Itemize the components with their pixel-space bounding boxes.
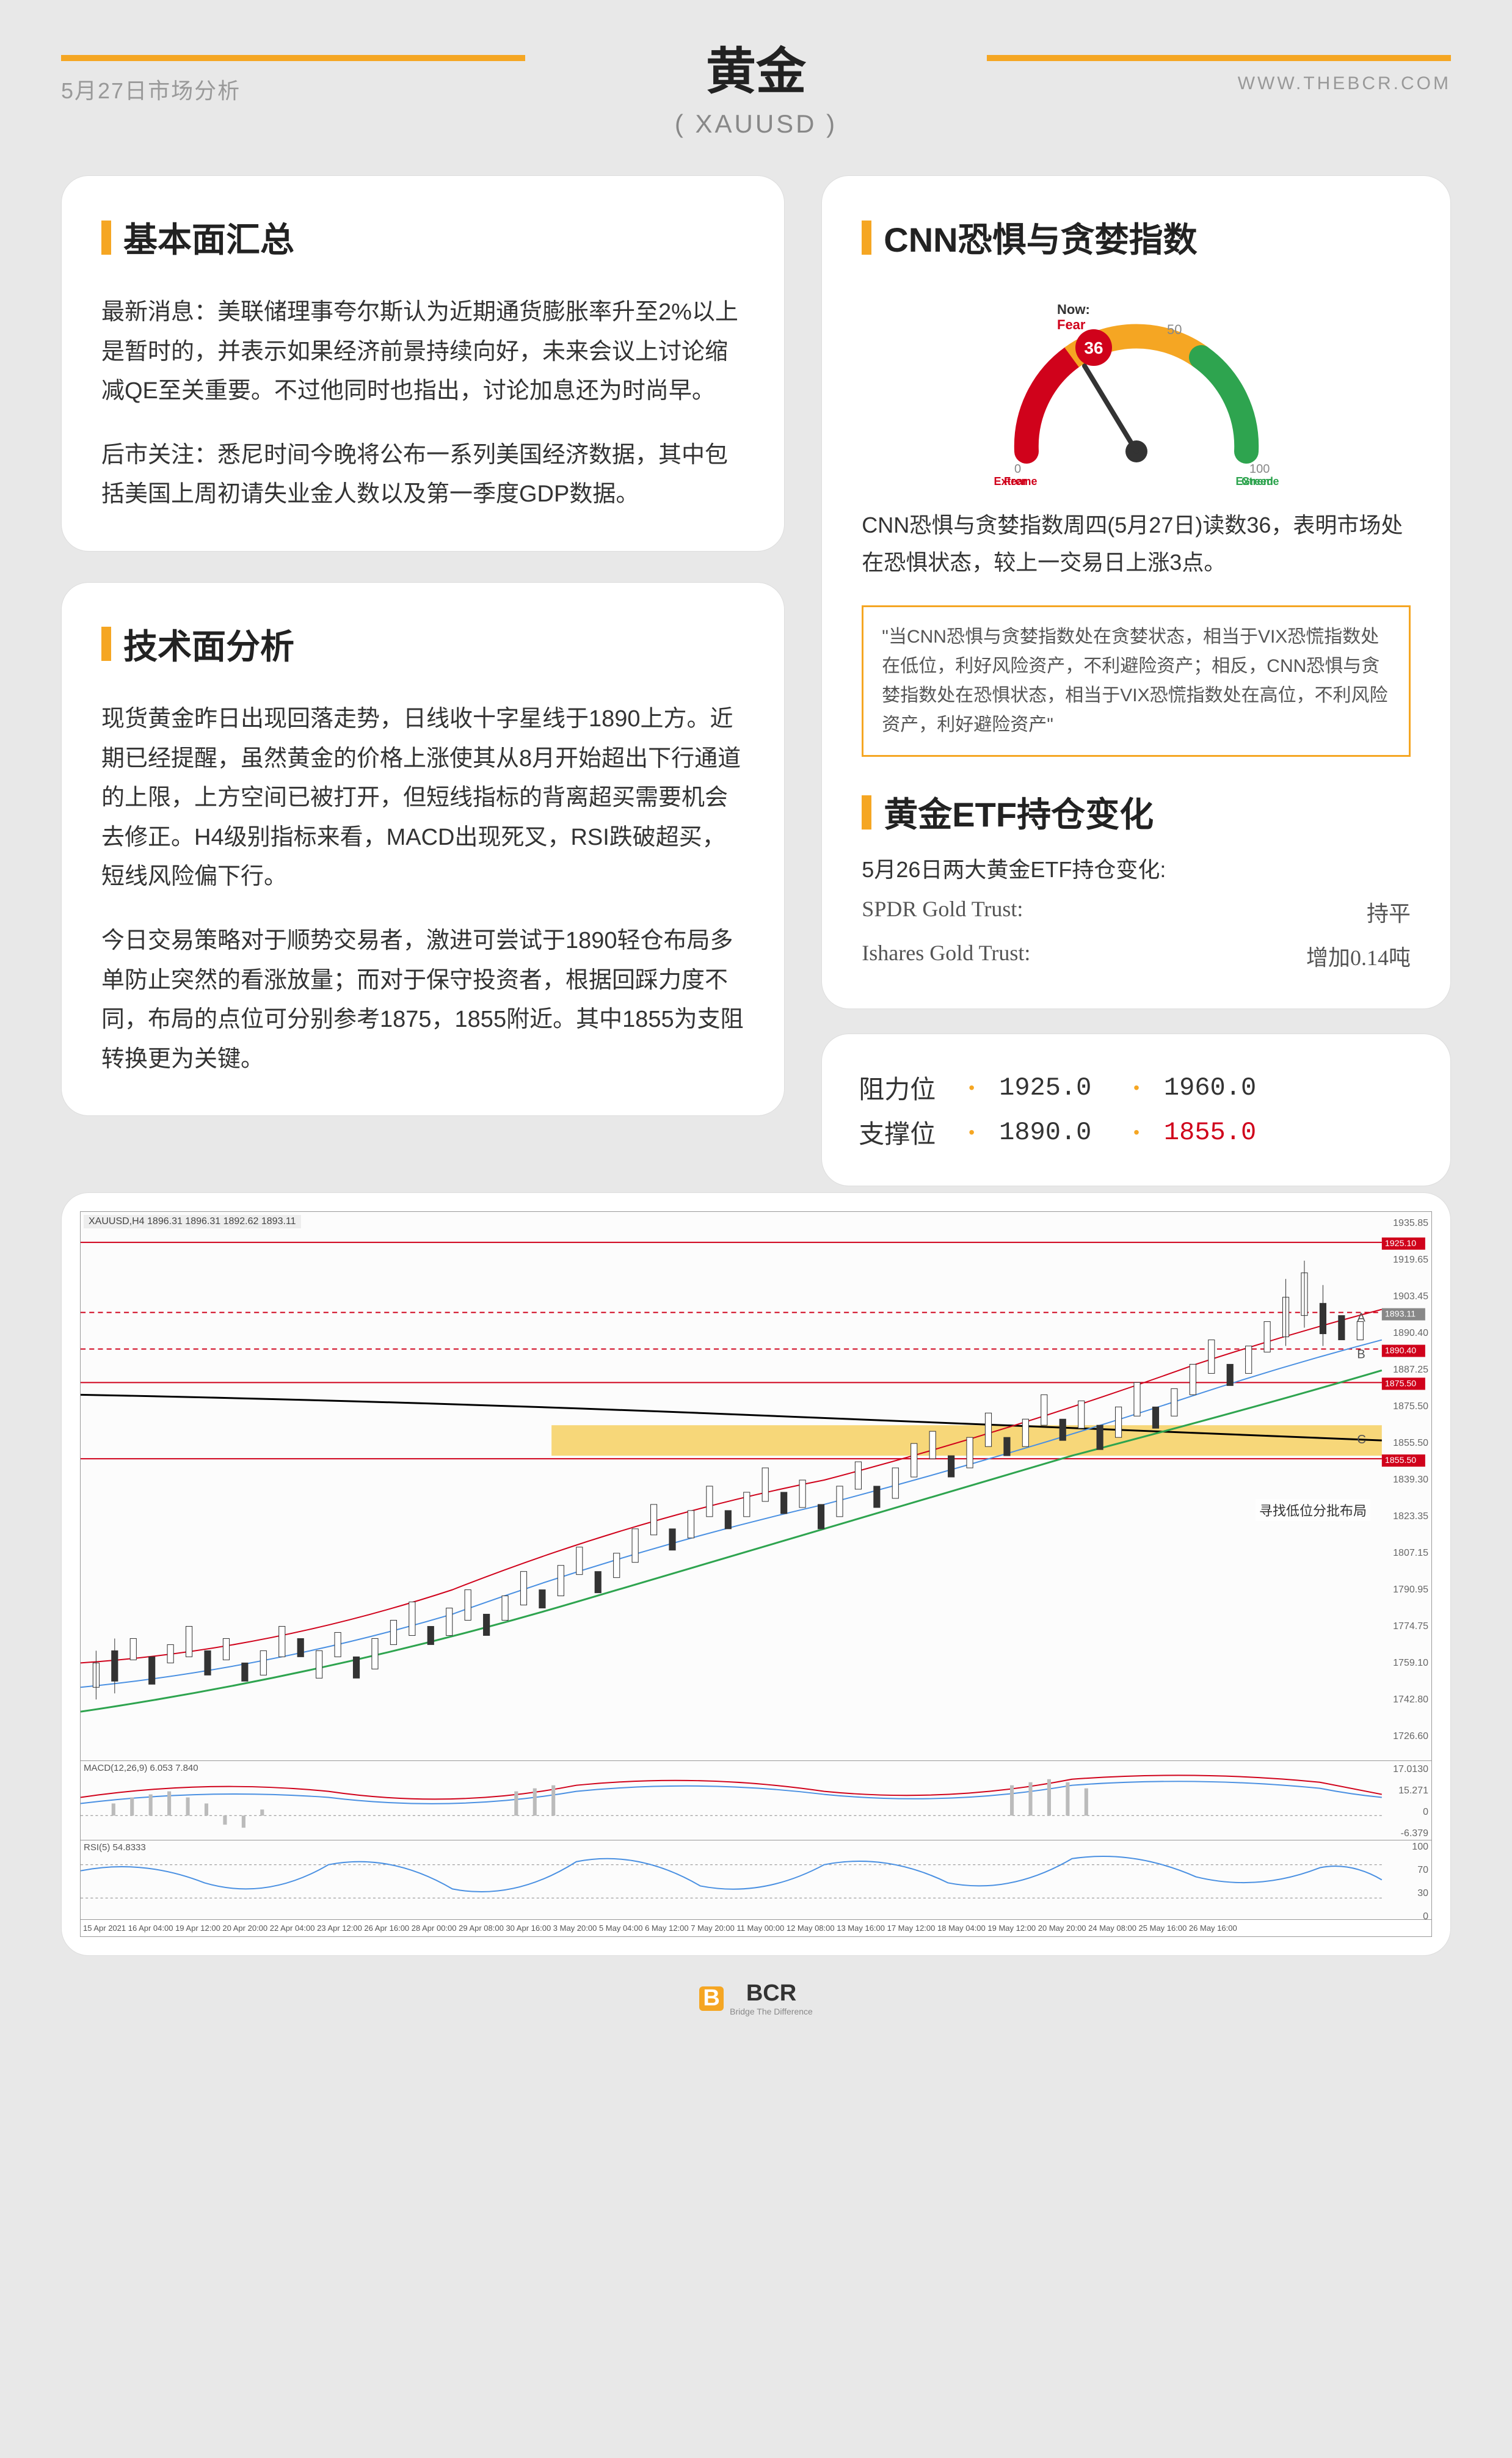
etf-title: 黄金ETF持仓变化	[862, 787, 1411, 837]
svg-text:1890.40: 1890.40	[1385, 1346, 1416, 1355]
svg-text:50: 50	[1167, 322, 1182, 337]
macd-tick: -6.379	[1401, 1828, 1428, 1839]
svg-text:A: A	[1357, 1311, 1365, 1325]
svg-text:1893.11: 1893.11	[1385, 1309, 1416, 1319]
cnn-card: CNN恐惧与贪婪指数 36 Now: Fear 50 0 100 Extreme	[821, 175, 1451, 1009]
footer-tagline: Bridge The Difference	[730, 2007, 813, 2016]
resistance-2: 1960.0	[1164, 1073, 1274, 1103]
macd-tick: 15.271	[1398, 1785, 1428, 1796]
header-url: WWW.THEBCR.COM	[1238, 73, 1451, 94]
macd-tick: 0	[1423, 1807, 1428, 1818]
cnn-title: CNN恐惧与贪婪指数	[862, 213, 1411, 262]
header-rule-right	[987, 55, 1451, 61]
etf-row: Ishares Gold Trust: 增加0.14吨	[862, 940, 1411, 972]
etf-title-text: 黄金ETF持仓变化	[884, 787, 1154, 837]
footer: B BCR Bridge The Difference	[61, 1980, 1451, 2016]
etf-name: Ishares Gold Trust:	[862, 940, 1030, 972]
y-tick: 1855.50	[1393, 1438, 1428, 1449]
bullet-icon: •	[969, 1123, 975, 1142]
svg-text:1875.50: 1875.50	[1385, 1379, 1416, 1388]
etf-row: SPDR Gold Trust: 持平	[862, 896, 1411, 928]
bullet-icon: •	[969, 1078, 975, 1098]
svg-text:Greed: Greed	[1241, 475, 1273, 487]
y-tick: 1919.65	[1393, 1255, 1428, 1266]
svg-text:100: 100	[1249, 462, 1270, 476]
etf-value: 持平	[1367, 896, 1411, 928]
bullet-icon: •	[1133, 1078, 1139, 1098]
cnn-title-text: CNN恐惧与贪婪指数	[884, 213, 1197, 262]
accent-bar-icon	[862, 221, 871, 255]
header: 5月27日市场分析 WWW.THEBCR.COM 黄金 ( XAUUSD )	[61, 31, 1451, 139]
cnn-desc: CNN恐惧与贪婪指数周四(5月27日)读数36，表明市场处在恐惧状态，较上一交易…	[862, 506, 1411, 581]
price-chart: XAUUSD,H4 1896.31 1896.31 1892.62 1893.1…	[80, 1211, 1432, 1761]
svg-text:0: 0	[1014, 462, 1021, 476]
rsi-tick: 0	[1423, 1911, 1428, 1922]
technical-title-text: 技术面分析	[123, 619, 294, 669]
y-tick: 1742.80	[1393, 1694, 1428, 1705]
resistance-label: 阻力位	[859, 1069, 944, 1106]
etf-name: SPDR Gold Trust:	[862, 896, 1023, 928]
accent-bar-icon	[862, 795, 871, 830]
fundamentals-title: 基本面汇总	[101, 213, 744, 262]
etf-value: 增加0.14吨	[1306, 940, 1411, 972]
technical-p1: 现货黄金昨日出现回落走势，日线收十字星线于1890上方。近期已经提醒，虽然黄金的…	[101, 699, 744, 897]
support-label: 支撑位	[859, 1114, 944, 1151]
support-1: 1890.0	[999, 1118, 1109, 1147]
accent-bar-icon	[101, 627, 111, 661]
bullet-icon: •	[1133, 1123, 1139, 1142]
resistance-1: 1925.0	[999, 1073, 1109, 1103]
technical-card: 技术面分析 现货黄金昨日出现回落走势，日线收十字星线于1890上方。近期已经提醒…	[61, 582, 785, 1116]
header-rule-left	[61, 55, 525, 61]
macd-chart: MACD(12,26,9) 6.053 7.840 17.013015.2710…	[80, 1761, 1432, 1840]
fundamentals-p2: 后市关注：悉尼时间今晚将公布一系列美国经济数据，其中包括美国上周初请失业金人数以…	[101, 436, 744, 514]
y-tick: 1790.95	[1393, 1585, 1428, 1596]
chart-card: XAUUSD,H4 1896.31 1896.31 1892.62 1893.1…	[61, 1192, 1451, 1956]
y-tick: 1823.35	[1393, 1511, 1428, 1522]
cnn-quote: "当CNN恐惧与贪婪指数处在贪婪状态，相当于VIX恐慌指数处在低位，利好风险资产…	[862, 605, 1411, 757]
fundamentals-card: 基本面汇总 最新消息：美联储理事夸尔斯认为近期通货膨胀率升至2%以上是暂时的，并…	[61, 175, 785, 552]
y-tick: 1759.10	[1393, 1658, 1428, 1669]
technical-title: 技术面分析	[101, 619, 744, 669]
page-subtitle: ( XAUUSD )	[61, 109, 1451, 139]
rsi-tick: 70	[1417, 1865, 1428, 1876]
accent-bar-icon	[101, 221, 111, 255]
y-tick: 1935.85	[1393, 1218, 1428, 1229]
svg-text:C: C	[1357, 1434, 1366, 1447]
rsi-tick: 30	[1417, 1888, 1428, 1899]
svg-text:Fear: Fear	[1057, 317, 1086, 332]
levels-card: 阻力位 • 1925.0 • 1960.0 支撑位 • 1890.0 • 185…	[821, 1034, 1451, 1186]
resistance-row: 阻力位 • 1925.0 • 1960.0	[859, 1069, 1414, 1106]
technical-p2: 今日交易策略对于顺势交易者，激进可尝试于1890轻仓布局多单防止突然的看涨放量；…	[101, 921, 744, 1079]
y-tick: 1903.45	[1393, 1291, 1428, 1302]
svg-text:B: B	[1357, 1348, 1365, 1362]
footer-brand: BCR	[746, 1980, 796, 2006]
y-tick: 1807.15	[1393, 1548, 1428, 1559]
logo-icon: B	[699, 1986, 724, 2011]
svg-text:36: 36	[1084, 338, 1103, 357]
etf-subtitle: 5月26日两大黄金ETF持仓变化:	[862, 852, 1411, 884]
svg-text:1855.50: 1855.50	[1385, 1456, 1416, 1465]
svg-text:1925.10: 1925.10	[1385, 1238, 1416, 1248]
svg-text:Now:: Now:	[1057, 302, 1090, 317]
y-tick: 1774.75	[1393, 1621, 1428, 1632]
svg-text:Fear: Fear	[1004, 475, 1027, 487]
y-tick: 1875.50	[1393, 1401, 1428, 1412]
macd-tick: 17.0130	[1393, 1764, 1428, 1775]
header-date: 5月27日市场分析	[61, 73, 241, 105]
rsi-chart: RSI(5) 54.8333 10070300	[80, 1840, 1432, 1920]
y-tick: 1839.30	[1393, 1475, 1428, 1486]
y-tick: 1890.40	[1393, 1328, 1428, 1339]
chart-x-axis: 15 Apr 2021 16 Apr 04:00 19 Apr 12:00 20…	[80, 1920, 1432, 1937]
fear-greed-gauge: 36 Now: Fear 50 0 100 Extreme Fear Extre…	[862, 293, 1411, 488]
support-2: 1855.0	[1164, 1118, 1274, 1147]
rsi-tick: 100	[1412, 1842, 1428, 1853]
fundamentals-p1: 最新消息：美联储理事夸尔斯认为近期通货膨胀率升至2%以上是暂时的，并表示如果经济…	[101, 293, 744, 411]
support-row: 支撑位 • 1890.0 • 1855.0	[859, 1114, 1414, 1151]
chart-annotation: 寻找低位分批布局	[1256, 1499, 1370, 1521]
y-tick: 1726.60	[1393, 1731, 1428, 1742]
fundamentals-title-text: 基本面汇总	[123, 213, 294, 262]
y-tick: 1887.25	[1393, 1365, 1428, 1376]
